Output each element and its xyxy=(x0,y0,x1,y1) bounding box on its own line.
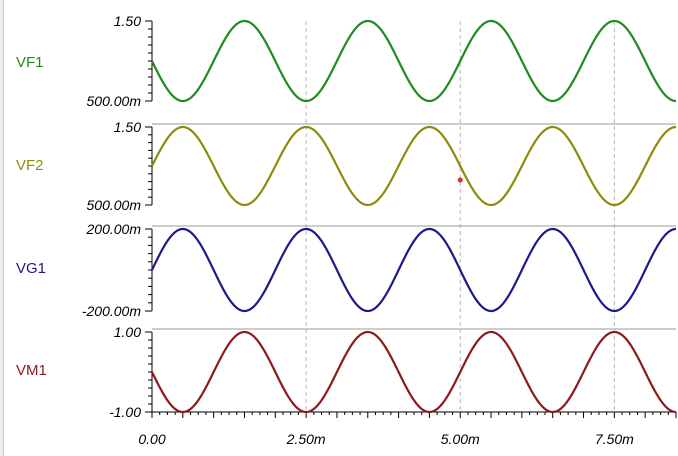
trace-vg1 xyxy=(151,227,677,313)
x-tick-label: 5.00m xyxy=(441,431,480,447)
panel-separators xyxy=(152,123,676,330)
y-max-label-vg1: 200.00m xyxy=(86,221,142,237)
window-left-border xyxy=(0,0,4,456)
cursor-marker[interactable] xyxy=(457,177,463,183)
axis-layer xyxy=(145,20,677,418)
x-tick-label: 0.00 xyxy=(138,431,165,447)
y-min-label-vg1: -200.00m xyxy=(82,303,141,319)
y-max-label-vf1: 1.50 xyxy=(114,13,141,29)
y-max-label-vm1: 1.00 xyxy=(114,324,141,340)
y-min-label-vf1: 500.00m xyxy=(87,93,142,109)
trace-layer xyxy=(151,19,677,414)
y-min-label-vm1: -1.00 xyxy=(109,404,141,420)
trace-name-vf2: VF2 xyxy=(16,157,44,174)
trace-name-vm1: VM1 xyxy=(16,362,47,379)
y-max-label-vf2: 1.50 xyxy=(114,119,141,135)
x-tick-label: 2.50m xyxy=(286,431,326,447)
grid-layer xyxy=(305,21,615,412)
y-min-label-vf2: 500.00m xyxy=(87,197,142,213)
x-tick-label: 7.50m xyxy=(595,431,634,447)
trace-vf1 xyxy=(151,19,677,103)
label-layer: 0.00 2.50m 5.00m 7.50m 1.50 500.00m VF1 1.50 500… xyxy=(16,13,634,447)
trace-name-vg1: VG1 xyxy=(16,260,46,277)
trace-name-vf1: VF1 xyxy=(16,54,44,71)
trace-vf2 xyxy=(151,125,677,207)
trace-vm1 xyxy=(151,330,677,414)
